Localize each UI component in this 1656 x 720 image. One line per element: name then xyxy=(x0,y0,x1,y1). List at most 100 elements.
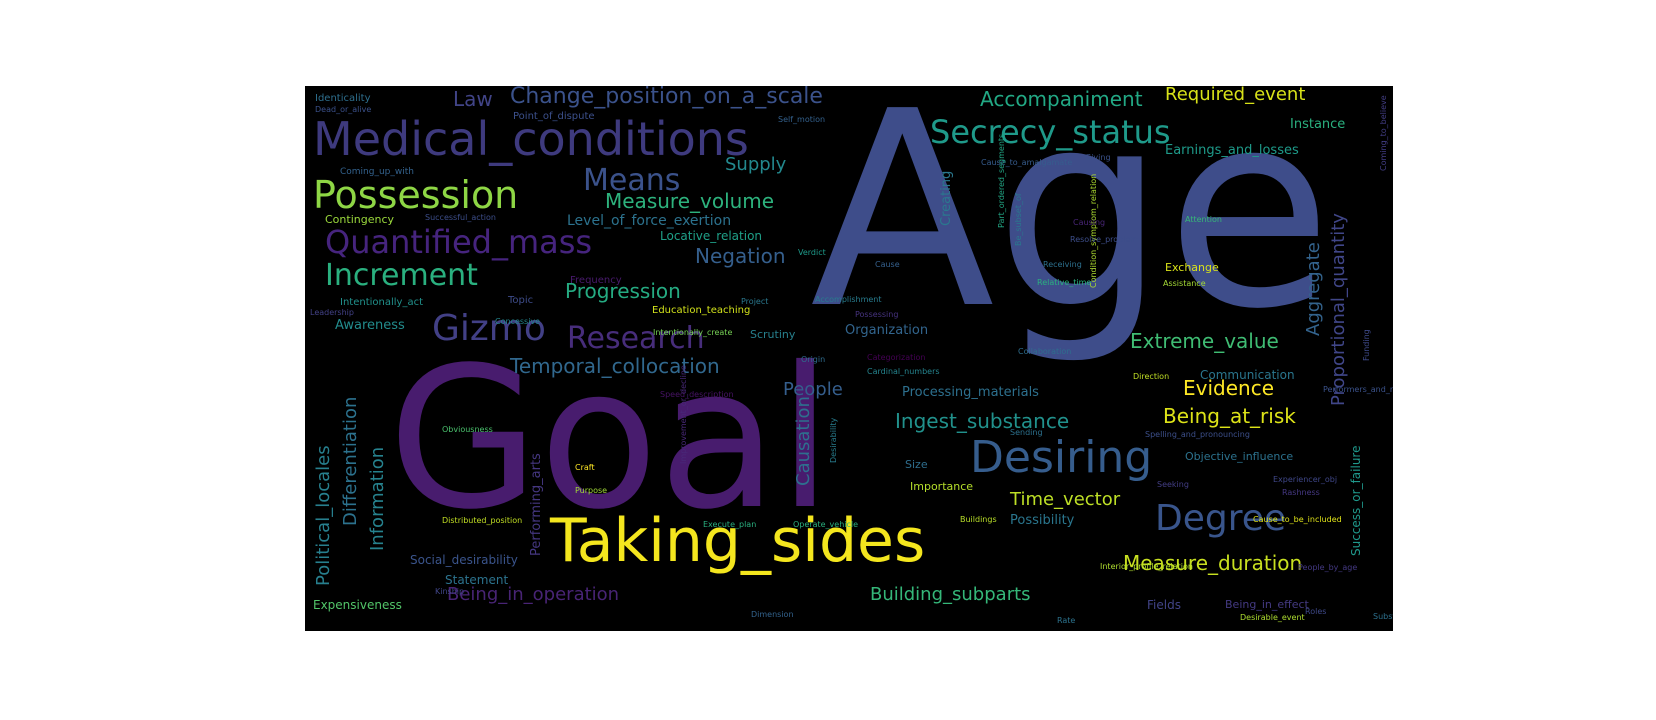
word-cloud-word: Size xyxy=(905,458,928,471)
word-cloud-word: Spelling_and_pronouncing xyxy=(1145,430,1250,439)
word-cloud-word: Giving xyxy=(1085,153,1111,162)
word-cloud-word: Being_in_operation xyxy=(447,584,620,605)
word-cloud-word: Differentiation xyxy=(340,396,361,526)
word-cloud-word: Quantified_mass xyxy=(325,223,593,261)
word-cloud-word: Substance xyxy=(1373,612,1393,621)
word-cloud-word: Instance xyxy=(1290,117,1346,132)
word-cloud-word: Being_at_risk xyxy=(1163,404,1296,428)
word-cloud-word: Medical_conditions xyxy=(313,112,749,166)
word-cloud-word: Measure_volume xyxy=(605,189,775,213)
word-cloud-word: Cause xyxy=(875,260,900,269)
word-cloud-word: Be_subset_of xyxy=(1014,193,1023,246)
word-cloud-word: People_by_age xyxy=(1298,563,1358,572)
word-cloud-word: Aggregate xyxy=(1303,242,1324,336)
word-cloud-word: Expensiveness xyxy=(313,598,402,612)
word-cloud-word: Gizmo xyxy=(432,308,546,349)
word-cloud-word: Taking_sides xyxy=(550,506,926,576)
word-cloud-word: Possession xyxy=(313,173,519,217)
word-cloud-word: Goal xyxy=(388,325,833,552)
word-cloud-word: Intentionally_act xyxy=(340,297,424,308)
word-cloud-word: Identicality xyxy=(315,93,371,104)
word-cloud-word: Causing xyxy=(1073,218,1106,227)
word-cloud-word: Operate_vehicle xyxy=(793,520,859,529)
word-cloud-word: Distributed_position xyxy=(442,516,523,525)
word-cloud-word: Proportional_quantity xyxy=(1328,213,1349,406)
word-cloud-word: Contingency xyxy=(325,213,395,226)
word-cloud-word: Craft xyxy=(575,463,595,472)
word-cloud-word: Attention xyxy=(1185,215,1222,224)
word-cloud-word: Speed_description xyxy=(660,390,734,399)
word-cloud-word: Temporal_collocation xyxy=(510,354,720,378)
word-cloud-word: Negation xyxy=(695,244,786,268)
word-cloud-word: Buildings xyxy=(960,515,997,524)
word-cloud-word: Topic xyxy=(508,295,534,306)
word-cloud-word: Desiring xyxy=(970,432,1153,483)
word-cloud-word: Leadership xyxy=(310,308,354,317)
word-cloud-word: Direction xyxy=(1133,372,1170,381)
word-cloud-word: Building_subparts xyxy=(870,584,1031,605)
word-cloud-word: Roles xyxy=(1305,607,1327,616)
word-cloud-word: Ingest_substance xyxy=(895,409,1070,433)
word-cloud-word: Creating xyxy=(939,170,954,226)
word-cloud-word: Sending xyxy=(1010,428,1043,437)
word-cloud-word: Coming_up_with xyxy=(340,167,414,177)
word-cloud-word: Change_position_on_a_scale xyxy=(510,86,823,109)
word-cloud-word: Organization xyxy=(845,323,929,338)
word-cloud-word: Increment xyxy=(325,258,478,293)
word-cloud-word: Rate xyxy=(1057,616,1076,625)
word-cloud-word: Receiving xyxy=(1043,260,1082,269)
word-cloud-word: Earnings_and_losses xyxy=(1165,143,1299,158)
word-cloud-word: Execute_plan xyxy=(703,520,757,529)
word-cloud-word: Time_vector xyxy=(1010,489,1121,510)
word-cloud-word: Required_event xyxy=(1165,86,1306,105)
word-cloud-word: Project xyxy=(741,297,769,306)
word-cloud-word: Desirable_event xyxy=(1240,613,1305,622)
word-cloud-word: Improvement_or_decline xyxy=(679,365,688,464)
word-cloud-word: People xyxy=(783,379,843,400)
word-cloud-word: Communication xyxy=(1200,368,1295,382)
word-cloud-word: Accomplishment xyxy=(815,295,882,304)
word-cloud-word: Cause_to_be_included xyxy=(1253,515,1342,524)
word-cloud-word: Supply xyxy=(725,154,787,175)
word-cloud-word: Evidence xyxy=(1183,376,1275,400)
word-cloud-word: Possessing xyxy=(855,310,899,319)
word-cloud-word: Degree xyxy=(1155,498,1287,539)
word-cloud-word: Information xyxy=(367,446,388,551)
word-cloud-word: Obviousness xyxy=(442,425,493,434)
word-cloud-word: Concessive xyxy=(495,317,541,326)
word-cloud-word: Dead_or_alive xyxy=(315,105,372,114)
word-cloud-word: Performers_and_roles xyxy=(1323,385,1393,394)
word-cloud-word: Funding xyxy=(1362,329,1371,361)
word-cloud-word: Origin xyxy=(801,355,826,364)
word-cloud-word: Condition_symptom_relation xyxy=(1089,173,1098,288)
word-cloud-canvas: Age Goal Taking_sides Medical_conditions Des… xyxy=(305,86,1393,631)
word-cloud-word: Seeking xyxy=(1157,480,1189,489)
word-cloud-word: Interior_profile_relation xyxy=(1100,562,1193,571)
word-cloud-word: Fields xyxy=(1147,598,1181,612)
word-cloud-word: Secrecy_status xyxy=(930,113,1171,151)
word-cloud-word: Frequency xyxy=(570,275,622,286)
word-cloud-word: Being_in_effect xyxy=(1225,598,1309,611)
word-cloud-word: Cardinal_numbers xyxy=(867,367,940,376)
word-cloud-word: Kinship xyxy=(435,587,465,596)
word-cloud-word: Success_or_failure xyxy=(1349,445,1363,556)
word-cloud-word: Level_of_force_exertion xyxy=(567,213,732,229)
word-cloud-word: Successful_action xyxy=(425,213,496,222)
word-cloud-word: Rashness xyxy=(1282,488,1320,497)
word-cloud-word: Desirability xyxy=(829,417,838,463)
word-cloud-word: Purpose xyxy=(575,486,608,495)
word-cloud-word: Means xyxy=(583,163,681,198)
word-cloud-word: Relative_time xyxy=(1037,278,1092,287)
word-cloud-word: Social_desirability xyxy=(410,553,518,567)
word-cloud-word: Intentionally_create xyxy=(653,328,733,337)
word-cloud-word: Causation xyxy=(793,396,814,486)
word-cloud-word: Objective_influence xyxy=(1185,450,1294,463)
word-cloud-word: Resolve_problem xyxy=(1070,235,1139,244)
word-cloud-word: Political_locales xyxy=(313,445,334,586)
word-cloud-word: Importance xyxy=(910,480,974,493)
word-cloud-word: Law xyxy=(453,87,493,111)
word-cloud-word: Age xyxy=(810,86,1333,368)
word-cloud-word: Measure_duration xyxy=(1123,551,1303,575)
word-cloud-word: Verdict xyxy=(798,248,826,257)
word-cloud-word: Assistance xyxy=(1163,279,1206,288)
